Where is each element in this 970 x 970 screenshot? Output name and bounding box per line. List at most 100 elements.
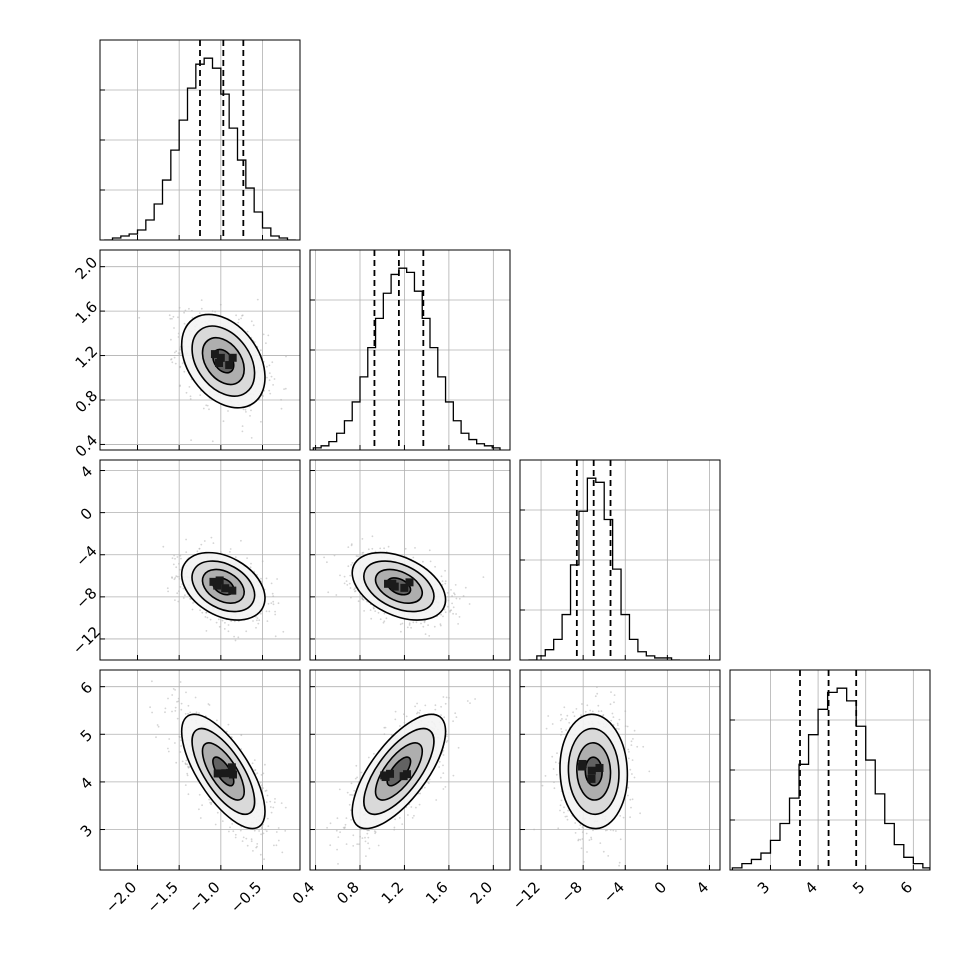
scatter-point <box>270 375 273 378</box>
scatter-point <box>273 378 276 380</box>
scatter-point <box>256 845 258 848</box>
scatter-point <box>218 625 221 628</box>
scatter-point <box>453 592 455 595</box>
scatter-point <box>565 718 567 721</box>
scatter-point <box>178 590 180 593</box>
scatter-point <box>184 309 187 312</box>
scatter-point <box>173 327 175 329</box>
scatter-point <box>343 575 346 578</box>
scatter-point <box>262 395 264 398</box>
scatter-point <box>352 794 354 796</box>
scatter-point <box>438 766 440 768</box>
scatter-point <box>452 612 454 615</box>
scatter-point <box>367 548 370 551</box>
scatter-point <box>164 711 166 714</box>
scatter-point <box>350 794 353 796</box>
scatter-point <box>207 703 210 705</box>
scatter-point <box>366 829 369 832</box>
scatter-point <box>171 694 174 696</box>
scatter-point <box>252 850 254 852</box>
scatter-point <box>258 830 260 832</box>
scatter-point <box>445 735 448 738</box>
scatter-point <box>419 792 422 795</box>
scatter-point <box>438 760 441 763</box>
scatter-point <box>167 750 170 753</box>
scatter-point <box>198 712 200 715</box>
scatter-point <box>354 587 356 589</box>
scatter-point <box>335 594 338 596</box>
scatter-point <box>240 748 243 750</box>
scatter-panel-3-2 <box>519 669 721 871</box>
scatter-point <box>229 826 231 829</box>
scatter-point <box>208 798 211 801</box>
scatter-point <box>323 556 325 559</box>
scatter-point <box>260 833 262 836</box>
scatter-content <box>533 686 651 867</box>
scatter-point <box>179 681 182 683</box>
scatter-point <box>173 356 176 359</box>
panel-frame <box>309 249 511 451</box>
scatter-point <box>241 840 244 842</box>
scatter-point <box>387 545 390 548</box>
histogram-panel-1 <box>309 249 511 451</box>
scatter-point <box>346 584 349 586</box>
scatter-point <box>171 361 174 364</box>
scatter-point <box>198 793 201 796</box>
scatter-point <box>274 798 276 800</box>
scatter-point <box>326 561 328 564</box>
density-core-cell <box>405 578 414 587</box>
scatter-point <box>627 757 630 760</box>
scatter-point <box>240 539 242 542</box>
scatter-point <box>420 622 422 625</box>
scatter-point <box>275 831 278 833</box>
scatter-point <box>464 586 467 589</box>
scatter-panel-3-0 <box>99 669 301 871</box>
scatter-point <box>184 762 187 765</box>
scatter-point <box>371 547 374 550</box>
scatter-point <box>229 551 231 553</box>
scatter-point <box>648 770 651 773</box>
scatter-point <box>639 812 641 815</box>
scatter-point <box>201 611 204 614</box>
scatter-point <box>404 547 407 550</box>
scatter-point <box>444 580 447 583</box>
scatter-point <box>180 739 183 742</box>
scatter-panel-3-1 <box>309 669 511 871</box>
scatter-point <box>171 576 173 578</box>
scatter-point <box>249 415 251 417</box>
scatter-point <box>326 826 328 829</box>
scatter-point <box>607 855 610 857</box>
scatter-point <box>371 535 374 538</box>
scatter-point <box>452 606 455 609</box>
scatter-point <box>178 385 181 388</box>
scatter-point <box>246 330 249 333</box>
scatter-point <box>214 310 217 313</box>
scatter-point <box>407 814 409 816</box>
scatter-point <box>422 625 425 628</box>
scatter-point <box>469 702 471 704</box>
scatter-point <box>179 736 181 739</box>
panel-frame <box>99 39 301 241</box>
scatter-point <box>202 407 205 410</box>
scatter-point <box>275 844 278 847</box>
scatter-point <box>415 806 417 809</box>
scatter-point <box>412 556 415 559</box>
scatter-point <box>260 774 263 776</box>
scatter-point <box>445 696 448 699</box>
scatter-point <box>355 764 358 767</box>
scatter-point <box>266 376 268 379</box>
scatter-point <box>423 621 426 624</box>
scatter-point <box>455 597 458 600</box>
scatter-point <box>259 853 262 856</box>
scatter-point <box>265 801 268 804</box>
scatter-point <box>338 788 341 791</box>
scatter-point <box>269 806 272 808</box>
scatter-point <box>624 725 627 727</box>
histogram-steps <box>528 477 680 660</box>
scatter-point <box>398 817 401 819</box>
scatter-point <box>198 547 201 550</box>
scatter-point <box>354 777 357 780</box>
scatter-point <box>211 310 214 313</box>
scatter-point <box>266 794 269 797</box>
scatter-point <box>468 603 471 605</box>
